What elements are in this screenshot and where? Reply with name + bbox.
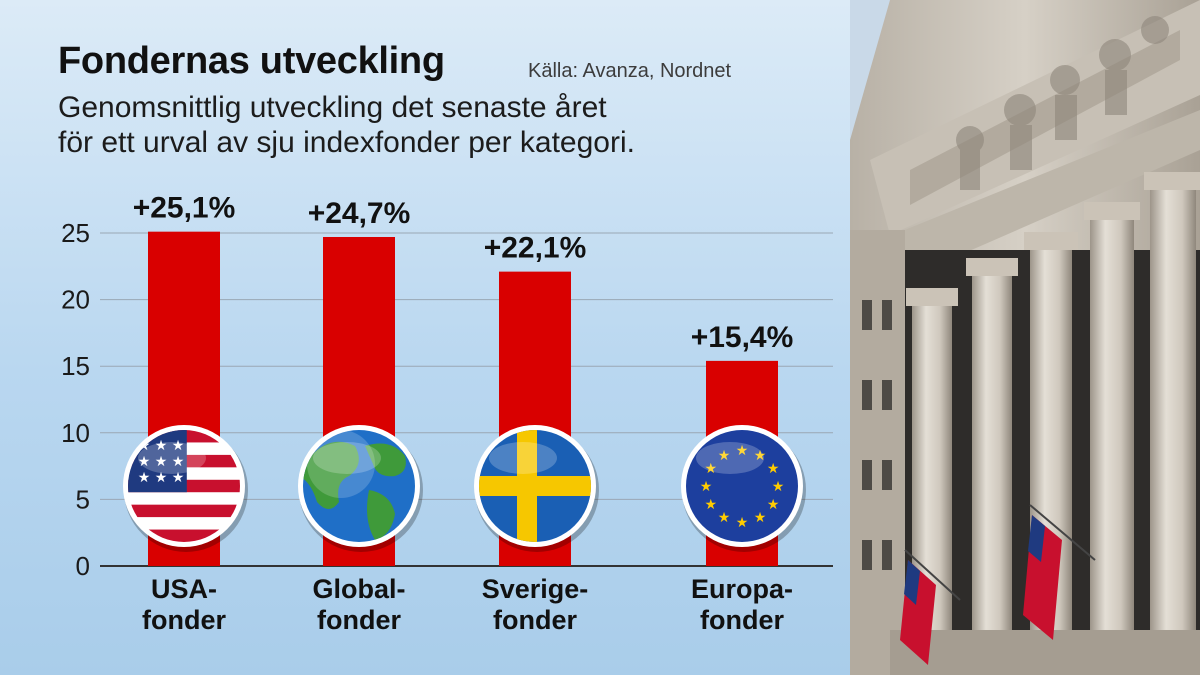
flag-star: ★ xyxy=(772,479,785,495)
flag-cross-horizontal xyxy=(479,476,591,496)
y-tick-label: 0 xyxy=(76,551,90,581)
y-tick-label: 25 xyxy=(61,218,90,248)
flag-star: ★ xyxy=(155,438,168,454)
chart-title: Fondernas utveckling xyxy=(58,40,445,82)
globe-land xyxy=(367,490,395,540)
flag-star: ★ xyxy=(754,510,767,526)
icon-gloss xyxy=(138,442,206,474)
flag-star: ★ xyxy=(754,448,767,464)
category-label: Global- xyxy=(313,574,406,604)
y-tick-label: 10 xyxy=(61,418,90,448)
flag-star: ★ xyxy=(767,497,780,513)
usa-flag-icon: ★★★★★★★★★ xyxy=(123,425,248,552)
globe-shine xyxy=(307,430,375,498)
flag-star: ★ xyxy=(705,497,718,513)
flag-star: ★ xyxy=(736,443,749,459)
flag-star: ★ xyxy=(155,454,168,470)
subtitle-line-1: Genomsnittlig utveckling det senaste åre… xyxy=(58,91,607,124)
y-tick-label: 5 xyxy=(76,484,90,514)
y-tick-label: 20 xyxy=(61,285,90,315)
stock-exchange-building-photo xyxy=(850,0,1200,675)
flag-star: ★ xyxy=(705,461,718,477)
bar-chart: 0510152025+25,1%USA-fonder★★★★★★★★★+24,7… xyxy=(61,192,833,635)
flag-star: ★ xyxy=(172,470,185,486)
data-label: +15,4% xyxy=(691,321,794,354)
chart-subtitle: Genomsnittlig utveckling det senaste åre… xyxy=(58,90,838,160)
icon-gloss xyxy=(489,442,557,474)
flag-star: ★ xyxy=(700,479,713,495)
icon-body xyxy=(303,430,415,542)
flag-star: ★ xyxy=(767,461,780,477)
icon-body xyxy=(479,430,591,542)
category-label: fonder xyxy=(142,605,226,635)
flag-star: ★ xyxy=(736,515,749,531)
flag-star: ★ xyxy=(138,470,151,486)
us-flags-icon xyxy=(900,504,1096,665)
flag-star: ★ xyxy=(718,510,731,526)
flag-star: ★ xyxy=(172,438,185,454)
globe-icon xyxy=(298,425,423,552)
category-label: Europa- xyxy=(691,574,793,604)
category-label: Sverige- xyxy=(482,574,589,604)
data-label: +25,1% xyxy=(133,192,236,225)
globe-land xyxy=(303,441,359,509)
flag-star: ★ xyxy=(155,470,168,486)
eu-flag-icon: ★★★★★★★★★★★★ xyxy=(681,425,806,552)
flag-star: ★ xyxy=(138,454,151,470)
flag-star: ★ xyxy=(718,448,731,464)
icon-gloss xyxy=(696,442,764,474)
subtitle-line-2: för ett urval av sju indexfonder per kat… xyxy=(58,126,635,159)
flag-star: ★ xyxy=(172,454,185,470)
source-note: Källa: Avanza, Nordnet xyxy=(528,60,732,82)
category-label: fonder xyxy=(493,605,577,635)
category-label: USA- xyxy=(151,574,217,604)
flag-stripe xyxy=(128,504,240,518)
icon-gloss xyxy=(313,442,381,474)
flag-field xyxy=(686,430,798,542)
y-tick-label: 15 xyxy=(61,351,90,381)
globe-land xyxy=(365,443,406,477)
sweden-flag-icon xyxy=(474,425,599,552)
data-label: +22,1% xyxy=(484,232,587,265)
category-label: fonder xyxy=(317,605,401,635)
icon-body: ★★★★★★★★★ xyxy=(128,430,240,542)
category-label: fonder xyxy=(700,605,784,635)
icon-body: ★★★★★★★★★★★★ xyxy=(686,430,798,542)
data-label: +24,7% xyxy=(308,197,411,230)
